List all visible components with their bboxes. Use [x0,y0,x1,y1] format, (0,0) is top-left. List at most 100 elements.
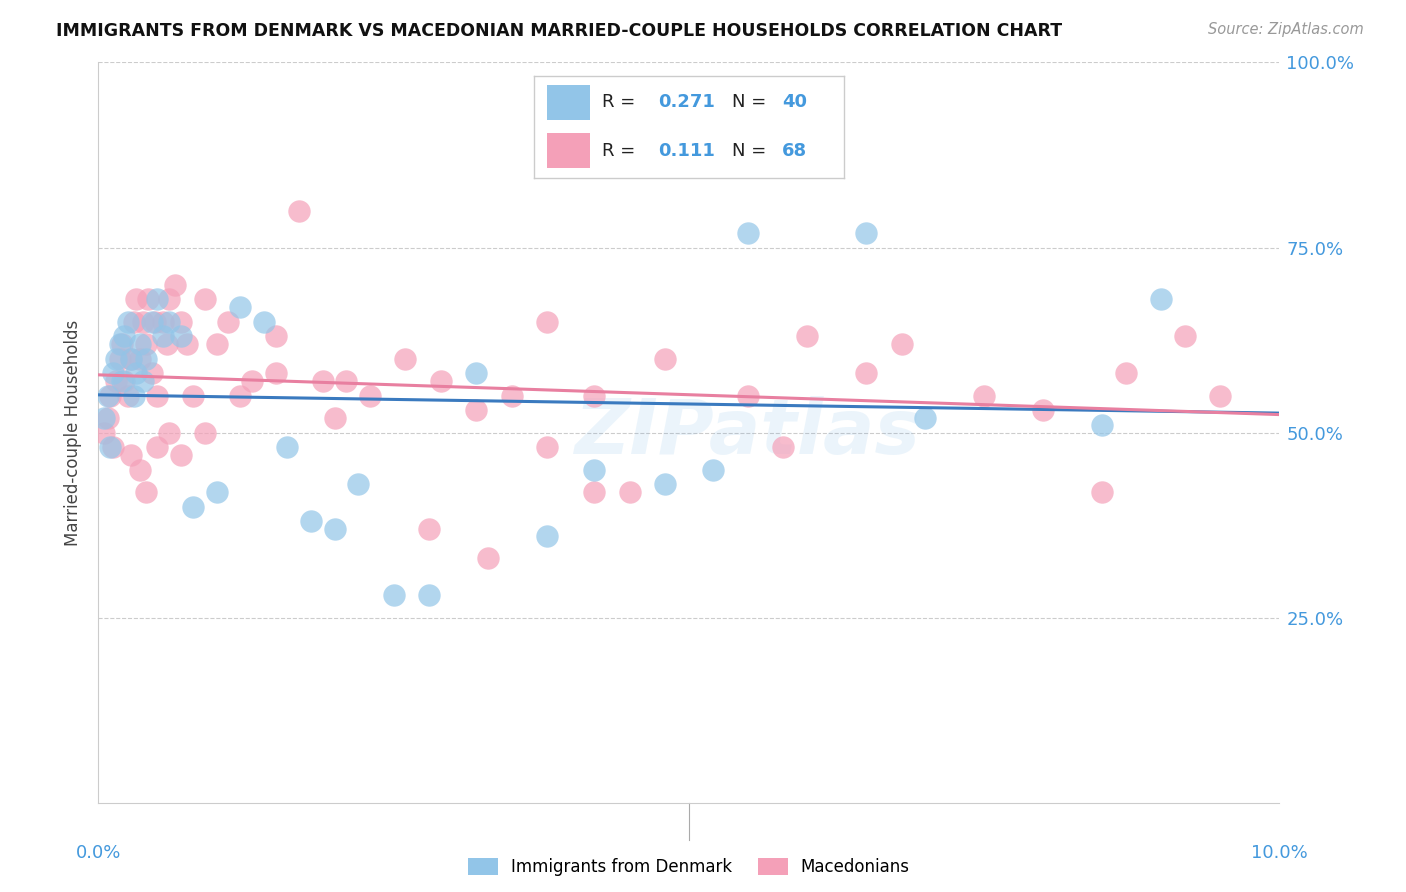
Text: 68: 68 [782,142,807,160]
Text: R =: R = [602,94,641,112]
Text: IMMIGRANTS FROM DENMARK VS MACEDONIAN MARRIED-COUPLE HOUSEHOLDS CORRELATION CHAR: IMMIGRANTS FROM DENMARK VS MACEDONIAN MA… [56,22,1063,40]
Point [737,388,759,402]
Point [97,410,120,425]
Point [1209,388,1232,402]
Text: 40: 40 [782,94,807,112]
Point [121,351,143,366]
Text: 0.111: 0.111 [658,142,714,160]
Point [170,329,193,343]
Point [430,374,453,388]
Point [394,351,416,366]
Point [165,277,187,292]
Point [890,336,912,351]
Point [536,529,558,543]
Point [654,477,676,491]
Point [141,367,163,381]
Point [146,441,169,455]
Point [619,484,641,499]
Point [101,441,124,455]
Point [105,351,128,366]
Text: 10.0%: 10.0% [1251,844,1308,862]
Point [132,314,155,328]
Point [146,293,169,307]
Text: R =: R = [602,142,647,160]
Point [347,477,370,491]
Point [583,462,606,476]
Point [855,226,877,240]
Text: 0.271: 0.271 [658,94,714,112]
Point [117,314,139,328]
Point [1032,403,1054,417]
Point [418,522,440,536]
Point [98,441,121,455]
Point [97,388,120,402]
Point [702,462,724,476]
Text: N =: N = [733,94,772,112]
Y-axis label: Married-couple Households: Married-couple Households [65,319,83,546]
Point [323,522,346,536]
Point [157,314,180,328]
Text: N =: N = [733,142,772,160]
Point [125,293,148,307]
Point [253,314,276,328]
Point [157,293,180,307]
Point [132,374,155,388]
Point [240,374,263,388]
Point [152,314,174,328]
Point [176,336,198,351]
Point [128,462,150,476]
Point [170,314,193,328]
Point [264,367,287,381]
Legend: Immigrants from Denmark, Macedonians: Immigrants from Denmark, Macedonians [468,858,910,876]
Point [288,203,311,218]
Point [1091,484,1114,499]
Point [1150,293,1173,307]
Point [536,314,558,328]
Point [135,336,157,351]
Point [418,589,440,603]
Point [465,403,488,417]
Point [181,388,204,402]
Point [205,484,228,499]
Point [737,226,759,240]
Point [229,300,252,314]
Point [299,515,322,529]
Point [1091,418,1114,433]
Point [112,329,135,343]
Point [229,388,252,402]
Point [128,336,150,351]
Point [98,388,121,402]
Point [108,336,131,351]
Point [135,484,157,499]
Point [264,329,287,343]
Point [536,441,558,455]
Point [170,448,193,462]
Point [973,388,995,402]
Bar [547,85,591,120]
Point [152,329,174,343]
Point [654,351,676,366]
Point [136,293,159,307]
Point [796,329,818,343]
Point [122,314,145,328]
Point [194,293,217,307]
Point [181,500,204,514]
Text: 0.0%: 0.0% [76,844,121,862]
Point [93,425,115,440]
Point [143,314,166,328]
Point [465,367,488,381]
Point [135,351,157,366]
Text: Source: ZipAtlas.com: Source: ZipAtlas.com [1208,22,1364,37]
Point [205,336,228,351]
Point [194,425,217,440]
Point [105,374,128,388]
Point [382,589,405,603]
Point [312,374,335,388]
Point [583,484,606,499]
Point [1115,367,1137,381]
Point [93,410,115,425]
Point [157,425,180,440]
Point [111,336,134,351]
Point [128,351,150,366]
Point [156,336,179,351]
